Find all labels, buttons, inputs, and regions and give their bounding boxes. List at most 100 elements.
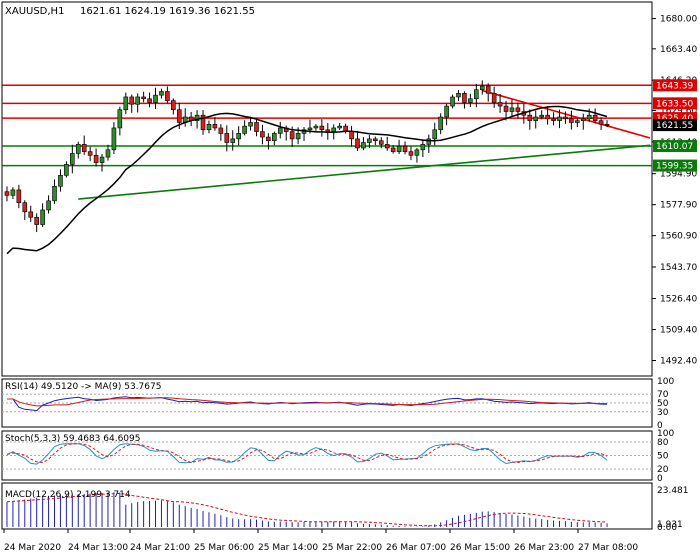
candle-body (212, 123, 218, 129)
candle-body (117, 109, 123, 129)
candle-body (420, 144, 426, 151)
candle-body (569, 118, 574, 123)
time-axis: 24 Mar 2020 24 Mar 13:00 24 Mar 21:00 25 Ma… (3, 529, 638, 553)
rsi-tick-label: 30 (657, 408, 669, 418)
macd-tick-label: 23.481 (657, 486, 689, 496)
candle-body (378, 140, 384, 145)
candle-body (468, 98, 473, 103)
candle-body (129, 96, 135, 105)
candle-body (123, 96, 129, 111)
time-tick-label: 25 Mar 06:00 (194, 543, 254, 553)
candle-body (497, 102, 503, 107)
candle-body (99, 156, 105, 163)
candle-body (218, 127, 224, 134)
time-tick-label: 24 Mar 13:00 (68, 543, 128, 553)
candle-body (331, 127, 337, 132)
macd-tick-label: 1.931 (657, 520, 683, 530)
level-tag (653, 159, 697, 172)
time-tick-label: 26 Mar 07:00 (386, 543, 446, 553)
candle-body (4, 191, 10, 196)
candle-body (355, 138, 360, 149)
level-tag (653, 97, 697, 110)
candle-body (515, 107, 521, 112)
candle-body (230, 138, 236, 143)
time-tick-label: 25 Mar 14:00 (258, 543, 318, 553)
horizontal-levels[interactable] (2, 84, 652, 167)
candle-body (479, 85, 485, 90)
candle-body (539, 114, 544, 118)
candle-body (171, 100, 176, 111)
candle-body (81, 144, 87, 152)
trendline-resistance (482, 89, 651, 139)
candle-body (52, 185, 57, 202)
rsi-tick-label: 100 (657, 377, 674, 387)
price-tick-label: 1560.90 (660, 232, 697, 242)
candle-body (598, 120, 604, 125)
candle-body (10, 189, 16, 196)
candle-body (141, 96, 146, 100)
rsi-tick-label: 70 (657, 390, 669, 400)
macd-histogram (6, 492, 608, 527)
moving-average-line (6, 105, 608, 255)
stochastic-tick-label: 80 (657, 438, 669, 448)
level-tag-label: 1633.50 (656, 99, 693, 109)
stochastic-tick-label: 100 (657, 429, 674, 439)
candle-body (396, 145, 402, 152)
candle-body (254, 122, 259, 132)
candle-body (414, 149, 420, 156)
time-tick-label: 27 Mar 08:00 (578, 543, 638, 553)
candle-body (153, 94, 158, 103)
rsi-tick-label: 50 (657, 399, 669, 409)
level-price-tags: 1643.39 1633.50 1625.40 1610.07 1599.35 1621.… (653, 79, 697, 172)
candle-body (289, 131, 295, 140)
candle-body (135, 96, 140, 105)
rsi-tick-label: 0 (657, 421, 663, 431)
candle-body (159, 91, 164, 96)
candle-body (325, 129, 331, 132)
candle-body (260, 131, 265, 138)
level-tag-label: 1643.39 (656, 81, 693, 91)
candle-body (580, 118, 586, 121)
candle-body (194, 114, 200, 121)
time-tick-label: 26 Mar 15:00 (450, 543, 510, 553)
candle-body (563, 116, 568, 120)
candle-body (533, 116, 539, 121)
trendlines[interactable] (78, 89, 651, 200)
price-axis: 1680.001663.401646.201629.601612.401594.… (652, 15, 697, 367)
candle-body (75, 144, 81, 154)
candle-body (206, 123, 212, 131)
macd-label: MACD(12,26,9) 2.199 3.714 (5, 490, 131, 500)
candle-body (70, 153, 75, 165)
candle-body (319, 125, 325, 131)
candle-body (105, 149, 111, 158)
time-tick-label: 24 Mar 2020 (4, 543, 61, 553)
candle-body (200, 114, 206, 131)
candle-body (28, 211, 34, 218)
candle-body (248, 122, 253, 127)
candle-body (111, 127, 117, 151)
candle-body (165, 91, 170, 101)
price-tick-label: 1509.40 (660, 326, 697, 336)
price-tick-label: 1526.40 (660, 295, 697, 305)
candle-body (337, 125, 342, 129)
rsi-ma-line (7, 397, 607, 407)
candle-body (408, 151, 414, 156)
candle-body (586, 114, 592, 120)
candle-body (40, 209, 45, 225)
candle-body (224, 133, 230, 143)
candle-body (402, 145, 408, 152)
rsi-label: RSI(14) 49.5120 -> MA(9) 53.7675 (5, 382, 161, 392)
stochastic-tick-label: 0 (657, 474, 663, 484)
price-tick-label: 1594.90 (660, 170, 697, 180)
candle-body (46, 200, 51, 211)
candle-body (266, 136, 271, 141)
candle-body (58, 175, 63, 187)
level-tag (653, 79, 697, 92)
candle-body (557, 116, 562, 121)
candle-body (64, 164, 69, 176)
candle-body (16, 189, 22, 203)
stochastic-label: Stoch(5,3,3) 59.4683 64.6095 (5, 434, 140, 444)
candle-body (390, 147, 396, 152)
